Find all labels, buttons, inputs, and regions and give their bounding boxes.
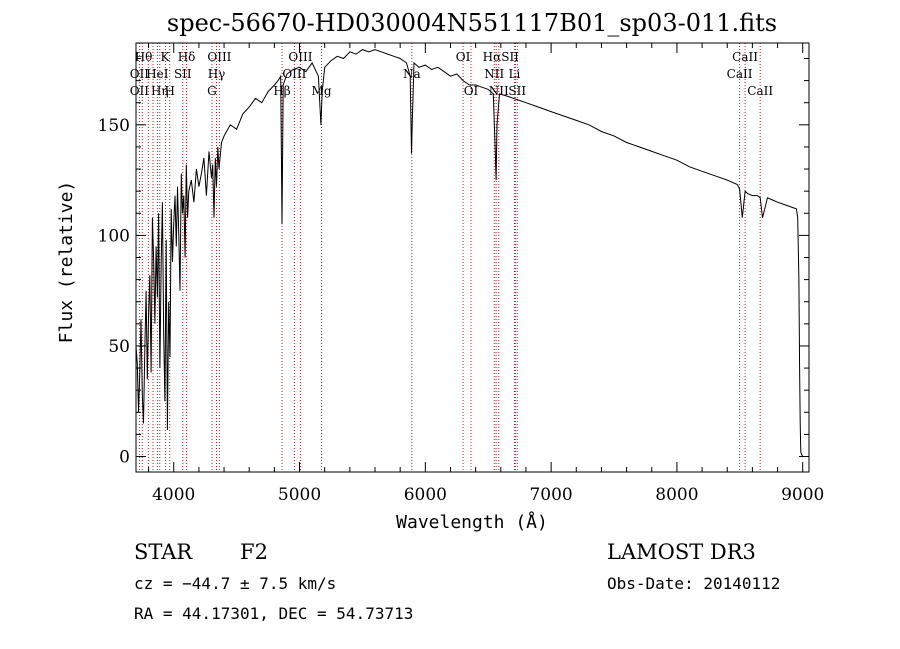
line-label: OIII <box>207 50 231 64</box>
x-axis-ticks: 4000 5000 6000 7000 8000 9000 <box>148 43 824 505</box>
x-tick-label: 8000 <box>655 485 698 505</box>
y-axis-ticks: 0 50 100 150 <box>98 57 809 468</box>
y-tick-label: 50 <box>108 337 130 357</box>
line-label: Li <box>508 67 520 81</box>
line-label: CaII <box>747 84 773 98</box>
line-label: OI <box>464 84 479 98</box>
x-tick-label: 4000 <box>152 485 195 505</box>
line-label: Na <box>403 67 421 81</box>
line-label: NII <box>489 84 509 98</box>
line-label: Hγ <box>208 67 226 81</box>
x-tick-label: 5000 <box>278 485 321 505</box>
line-label: Hη <box>151 84 169 98</box>
line-label: OII <box>130 84 150 98</box>
chart-title: spec-56670-HD030004N551117B01_sp03-011.f… <box>167 9 777 37</box>
spectrum-series-line <box>135 49 804 457</box>
x-axis-label: Wavelength (Å) <box>396 511 548 533</box>
line-label: HαSII <box>483 50 520 64</box>
line-label: SII <box>174 67 192 81</box>
x-tick-label: 9000 <box>781 485 824 505</box>
line-label: Hθ <box>135 50 153 64</box>
line-label: OIII <box>288 50 312 64</box>
x-tick-label: 7000 <box>529 485 572 505</box>
object-subclass: F2 <box>240 540 268 564</box>
y-axis-label: Flux (relative) <box>56 181 77 344</box>
redshift-cz: cz = −44.7 ± 7.5 km/s <box>134 574 336 593</box>
line-label: NII <box>484 67 504 81</box>
line-label: Hβ <box>273 84 290 98</box>
line-label: H <box>164 84 174 98</box>
y-tick-label: 150 <box>98 116 130 136</box>
line-label: CaII <box>727 67 753 81</box>
observation-date: Obs-Date: 20140112 <box>607 574 780 593</box>
y-tick-label: 100 <box>98 226 130 246</box>
line-label: OII <box>130 67 150 81</box>
line-label: Hδ <box>178 50 196 64</box>
line-label: Mg <box>312 84 332 98</box>
line-label: HeI <box>146 67 169 81</box>
line-label: CaII <box>732 50 758 64</box>
line-label: OIII <box>282 67 306 81</box>
x-tick-label: 6000 <box>404 485 447 505</box>
survey-name: LAMOST DR3 <box>607 540 756 564</box>
spectral-line-markers <box>138 43 761 472</box>
line-label: K <box>160 50 170 64</box>
plot-frame <box>135 42 810 473</box>
line-label: OI <box>456 50 471 64</box>
line-label: G <box>207 84 217 98</box>
y-tick-label: 0 <box>119 448 130 468</box>
object-class: STAR <box>134 540 193 564</box>
ra-dec-coordinates: RA = 44.17301, DEC = 54.73713 <box>134 604 413 623</box>
line-label: SII <box>508 84 526 98</box>
